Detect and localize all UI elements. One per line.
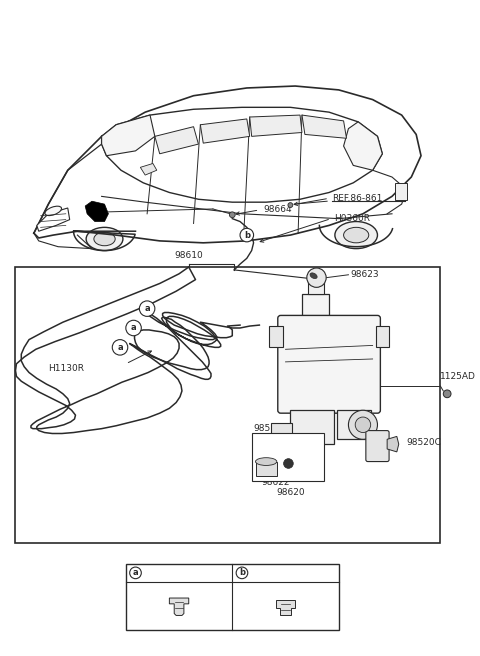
Text: 98623: 98623 [350, 270, 379, 279]
Polygon shape [85, 201, 108, 222]
Circle shape [284, 459, 293, 468]
Bar [375, 326, 389, 348]
Text: a: a [131, 323, 136, 333]
Polygon shape [200, 119, 250, 143]
Text: a: a [117, 343, 123, 352]
Text: 98622: 98622 [262, 478, 290, 487]
Text: 1125AD: 1125AD [440, 372, 476, 381]
Ellipse shape [335, 222, 377, 249]
Text: 81199: 81199 [145, 568, 174, 577]
Circle shape [236, 567, 248, 579]
Polygon shape [102, 115, 155, 155]
Bar [269, 326, 283, 348]
Ellipse shape [310, 273, 317, 279]
Bar [271, 423, 292, 440]
Circle shape [229, 212, 235, 218]
Text: H1130R: H1130R [48, 364, 84, 373]
Ellipse shape [45, 206, 61, 216]
Text: 98664: 98664 [263, 205, 292, 215]
Polygon shape [140, 163, 157, 175]
FancyBboxPatch shape [366, 430, 389, 462]
Text: 98520C: 98520C [407, 438, 442, 447]
Text: 98661G: 98661G [252, 568, 288, 577]
Ellipse shape [255, 458, 277, 466]
Polygon shape [387, 436, 399, 452]
Text: 98515A: 98515A [267, 442, 302, 451]
Bar [395, 183, 407, 200]
Polygon shape [155, 127, 198, 154]
Text: H0360R: H0360R [334, 214, 370, 223]
Ellipse shape [94, 232, 115, 246]
Bar [308, 279, 324, 294]
Bar [302, 294, 329, 318]
Bar [290, 410, 334, 444]
Text: 98610: 98610 [174, 251, 203, 260]
Polygon shape [276, 600, 295, 615]
Circle shape [444, 390, 451, 398]
Polygon shape [302, 115, 347, 138]
Circle shape [288, 203, 293, 207]
Circle shape [240, 228, 253, 242]
Bar [14, 267, 440, 543]
Bar [255, 462, 277, 476]
Circle shape [126, 320, 141, 336]
Text: 98620: 98620 [276, 487, 305, 497]
Polygon shape [37, 208, 70, 231]
Circle shape [348, 410, 377, 440]
Circle shape [139, 301, 155, 316]
Ellipse shape [86, 228, 123, 251]
Text: b: b [239, 568, 245, 577]
Ellipse shape [344, 228, 369, 243]
Text: REF.86-861: REF.86-861 [332, 194, 383, 203]
Text: b: b [244, 231, 250, 239]
Circle shape [130, 567, 141, 579]
Polygon shape [250, 115, 302, 136]
Polygon shape [344, 122, 382, 171]
Bar [337, 410, 371, 440]
FancyBboxPatch shape [278, 316, 380, 413]
Text: a: a [132, 568, 138, 577]
Bar [126, 564, 339, 630]
Text: 98510F: 98510F [253, 424, 288, 432]
Circle shape [355, 417, 371, 432]
Text: a: a [144, 304, 150, 313]
Circle shape [307, 268, 326, 287]
Polygon shape [169, 598, 189, 615]
Bar [252, 432, 324, 481]
Circle shape [112, 340, 128, 355]
